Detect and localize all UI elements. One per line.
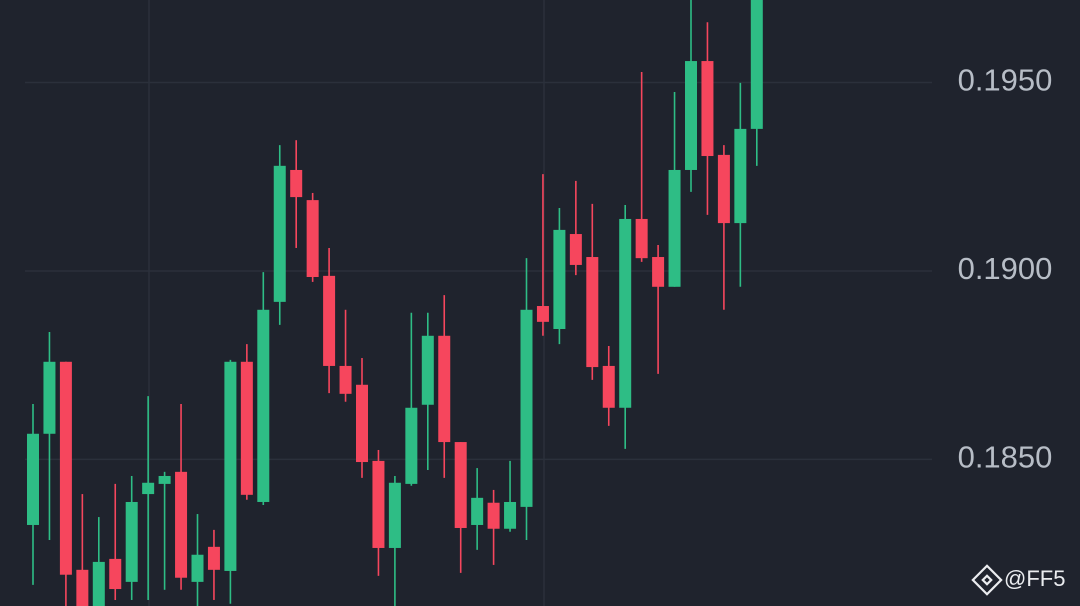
- candle-body: [158, 475, 171, 484]
- candle-body: [109, 558, 122, 590]
- candle-body: [421, 335, 434, 405]
- candle-body: [668, 169, 681, 287]
- candle-body: [240, 361, 253, 495]
- candle-body: [487, 502, 500, 529]
- candle-body: [27, 433, 39, 525]
- grid: [25, 81, 932, 461]
- candle-body: [553, 229, 566, 330]
- candle-body: [339, 365, 352, 394]
- candle-body: [43, 361, 56, 434]
- candle-body: [306, 200, 319, 277]
- candle-body: [257, 309, 270, 502]
- candle-body: [454, 442, 467, 528]
- watermark-logo: [971, 564, 1003, 596]
- candle-body: [619, 218, 632, 408]
- candle-body: [356, 384, 368, 463]
- candle-body: [323, 275, 336, 366]
- candle-body: [372, 460, 385, 548]
- candle-body: [175, 471, 188, 578]
- candle-body: [92, 561, 105, 606]
- candle-body: [701, 61, 714, 157]
- candle-body: [717, 154, 730, 224]
- candle-body: [290, 169, 303, 198]
- candle-body: [586, 257, 599, 368]
- candle-body: [273, 165, 286, 302]
- candle-body: [471, 497, 484, 525]
- candle-body: [750, 0, 763, 129]
- candle-body: [635, 218, 648, 259]
- y-tick-label: 0.1850: [958, 440, 1053, 475]
- candle-body: [76, 569, 89, 606]
- candles: [27, 0, 763, 606]
- candle-body: [569, 234, 582, 265]
- candle-body: [438, 335, 451, 443]
- y-tick-label: 0.1950: [958, 63, 1053, 98]
- candle-body: [504, 501, 517, 529]
- watermark-text: @FF5: [1004, 566, 1065, 591]
- candle-body: [224, 361, 237, 571]
- price-axis: 0.1950 0.1900 0.1850: [958, 63, 1053, 475]
- candle-body: [685, 61, 697, 170]
- candle-body: [191, 554, 204, 582]
- candle-body: [734, 128, 747, 224]
- candle-body: [602, 365, 615, 408]
- candle-body: [388, 482, 401, 548]
- candle-body: [125, 501, 138, 582]
- candle-body: [536, 306, 549, 322]
- candle-body: [142, 482, 155, 495]
- y-tick-label: 0.1900: [958, 251, 1053, 286]
- candle-body: [207, 546, 220, 570]
- candle-body: [652, 257, 665, 287]
- candle-body: [405, 407, 418, 484]
- candle-body: [59, 361, 72, 575]
- candle-body: [520, 309, 533, 507]
- watermark: @FF5: [971, 564, 1065, 596]
